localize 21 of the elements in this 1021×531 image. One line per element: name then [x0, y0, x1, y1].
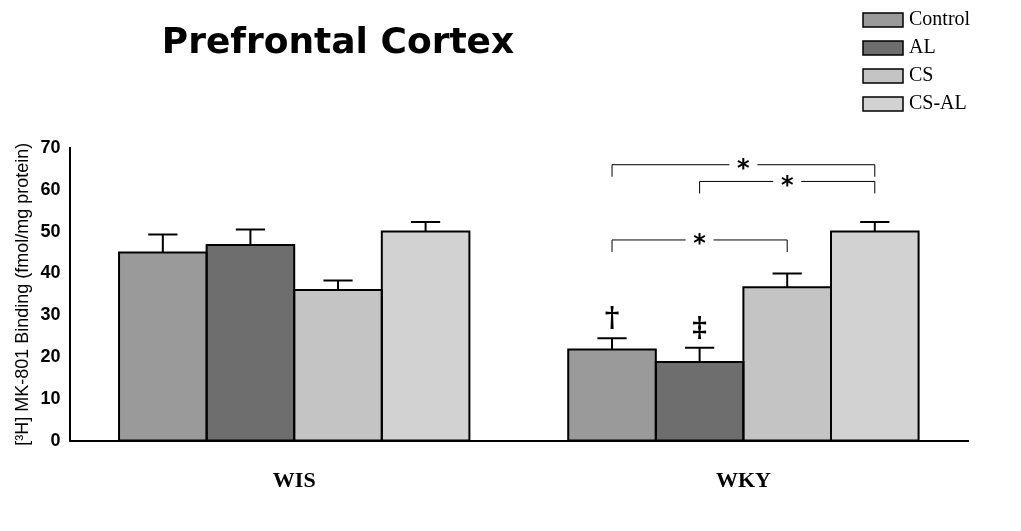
y-tick-label: 40	[40, 262, 61, 283]
legend-label: AL	[909, 35, 936, 58]
chart-title: Prefrontal Cortex	[161, 20, 515, 62]
y-tick-label: 50	[40, 220, 61, 241]
y-tick-label: 30	[40, 304, 61, 325]
y-tick-label: 60	[40, 178, 61, 199]
annotation: *	[693, 229, 707, 258]
legend-label: CS	[909, 63, 934, 86]
y-tick-label: 0	[50, 429, 61, 450]
y-axis-title: [³H] MK-801 Binding (fmol/mg protein)	[11, 142, 32, 446]
x-tick-label: WIS	[272, 467, 316, 493]
annotation: †	[604, 301, 620, 335]
y-tick-label: 20	[40, 345, 61, 366]
y-tick-label: 70	[40, 136, 61, 157]
annotation: *	[780, 170, 794, 199]
legend-label: CS-AL	[909, 91, 967, 114]
y-tick-label: 10	[40, 387, 61, 408]
legend-label: Control	[909, 7, 971, 30]
annotation: ‡	[692, 311, 707, 345]
annotation: *	[737, 153, 751, 182]
x-tick-label: WKY	[715, 467, 772, 493]
